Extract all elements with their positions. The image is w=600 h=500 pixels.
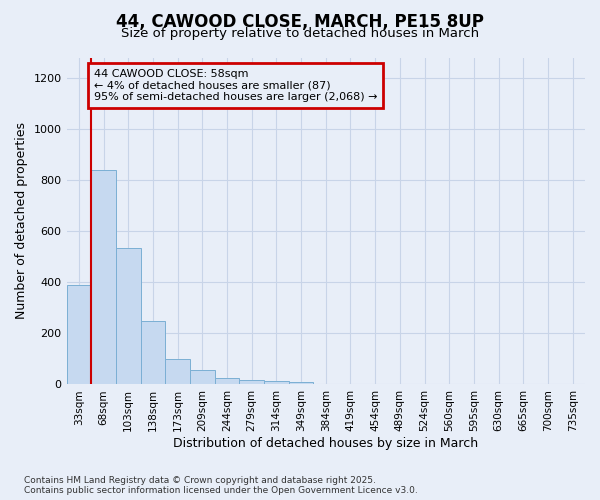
Text: Contains HM Land Registry data © Crown copyright and database right 2025.
Contai: Contains HM Land Registry data © Crown c… [24,476,418,495]
Text: 44, CAWOOD CLOSE, MARCH, PE15 8UP: 44, CAWOOD CLOSE, MARCH, PE15 8UP [116,12,484,30]
Bar [239,380,264,384]
Text: 44 CAWOOD CLOSE: 58sqm
← 4% of detached houses are smaller (87)
95% of semi-deta: 44 CAWOOD CLOSE: 58sqm ← 4% of detached … [94,69,377,102]
Text: Size of property relative to detached houses in March: Size of property relative to detached ho… [121,28,479,40]
Bar [289,382,313,384]
X-axis label: Distribution of detached houses by size in March: Distribution of detached houses by size … [173,437,478,450]
Bar [264,381,289,384]
Bar [215,378,239,384]
Bar [116,248,140,384]
Bar [165,359,190,384]
Bar [140,321,165,384]
Bar [91,170,116,384]
Bar [190,370,215,384]
Bar [67,285,91,384]
Y-axis label: Number of detached properties: Number of detached properties [15,122,28,320]
